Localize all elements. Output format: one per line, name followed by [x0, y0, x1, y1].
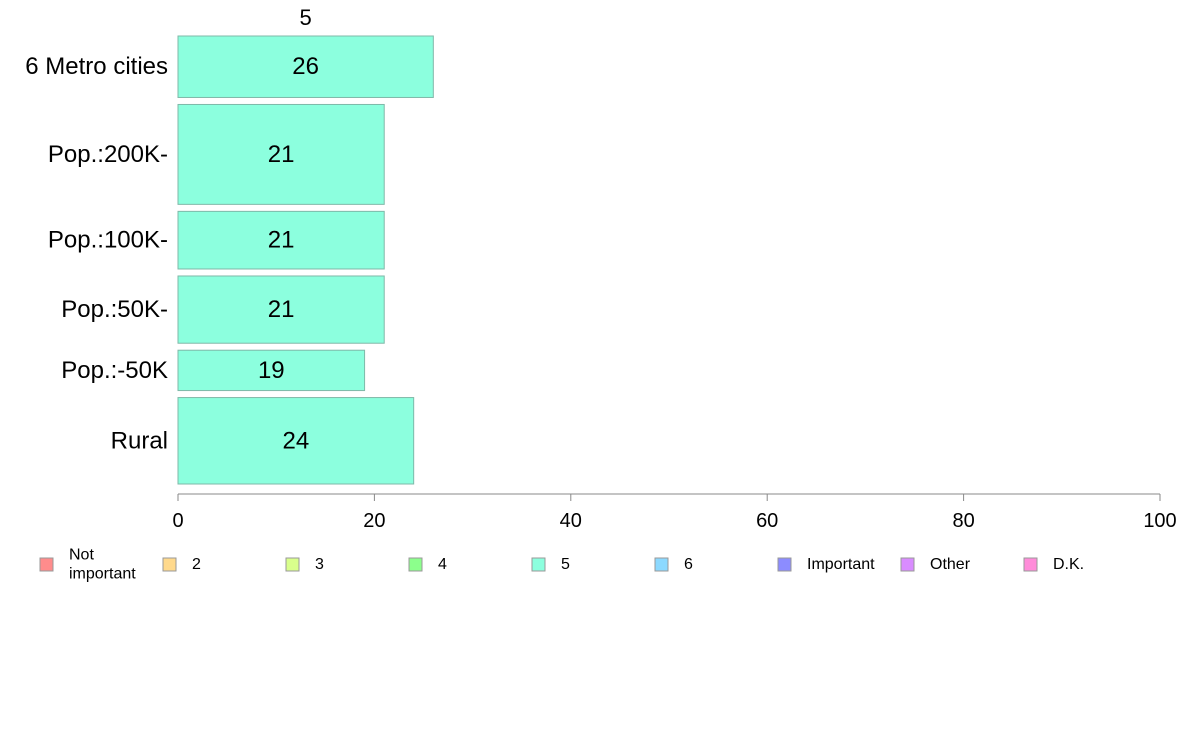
- bar-2: [177, 210, 385, 270]
- x-tick-label: 40: [560, 510, 582, 532]
- legend-label: D.K.: [1053, 556, 1084, 573]
- category-label: Pop.:100K-: [48, 227, 168, 254]
- legend-label: Other: [930, 556, 971, 573]
- bar-1: [177, 103, 385, 205]
- bar-value-label: 21: [268, 141, 295, 168]
- category-label: Pop.:-50K: [61, 357, 168, 384]
- legend-swatch: [408, 557, 423, 572]
- category-label: Rural: [111, 427, 168, 454]
- legend-label: 6: [684, 556, 693, 573]
- category-label: Pop.:200K-: [48, 141, 168, 168]
- x-tick-label: 80: [952, 510, 974, 532]
- legend-label: 4: [438, 556, 447, 573]
- legend: Not important 2 3 4 5 6 Important Other D.K.: [39, 547, 1084, 583]
- x-tick-label: 100: [1143, 510, 1176, 532]
- category-label: Pop.:50K-: [61, 296, 168, 323]
- legend-swatch: [1023, 557, 1038, 572]
- x-tick-label: 20: [363, 510, 385, 532]
- legend-swatch: [162, 557, 177, 572]
- x-tick-label: 0: [172, 510, 183, 532]
- bar-0: [177, 35, 434, 98]
- legend-swatch: [531, 557, 546, 572]
- legend-swatch: [654, 557, 669, 572]
- legend-label: 3: [315, 556, 324, 573]
- legend-swatch: [900, 557, 915, 572]
- legend-label: Not important: [69, 547, 136, 583]
- bar-value-label: 21: [268, 296, 295, 323]
- legend-swatch: [39, 557, 54, 572]
- legend-label: Important: [807, 556, 875, 573]
- x-axis: 0 20 40 60 80 100: [172, 493, 1177, 532]
- bar-value-label: 24: [282, 427, 309, 454]
- bar-5: [177, 397, 415, 485]
- bar-value-label: 21: [268, 227, 295, 254]
- legend-label: 2: [192, 556, 201, 573]
- x-tick-label: 60: [756, 510, 778, 532]
- legend-swatch: [285, 557, 300, 572]
- legend-label-line: important: [69, 566, 136, 583]
- bar-4: [177, 349, 366, 392]
- legend-label: 5: [561, 556, 570, 573]
- series-title: 5: [300, 5, 312, 30]
- bar-value-label: 26: [292, 53, 319, 80]
- category-label: 6 Metro cities: [25, 53, 168, 80]
- legend-label-line: Not: [69, 547, 94, 564]
- legend-swatch: [777, 557, 792, 572]
- bars: 6 Metro cities 26 Pop.:200K- 21 Pop.:100K- 21…: [25, 35, 434, 485]
- bar-value-label: 19: [258, 357, 285, 384]
- bar-3: [177, 275, 385, 344]
